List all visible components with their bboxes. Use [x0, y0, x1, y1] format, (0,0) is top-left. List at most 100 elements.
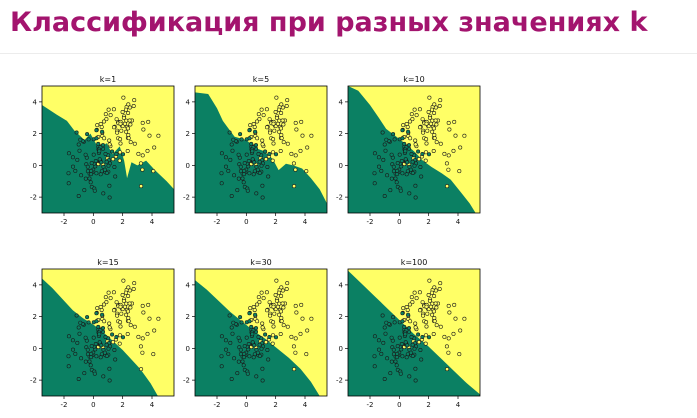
yellow-point: [433, 105, 438, 110]
yellow-point: [106, 107, 111, 112]
green-point: [273, 335, 278, 340]
yellow-point: [438, 324, 443, 329]
yellow-point: [432, 111, 437, 116]
yellow-point: [124, 312, 129, 317]
x-tick-label: 0: [397, 218, 401, 226]
yellow-point: [248, 123, 253, 128]
yellow-point: [151, 169, 156, 174]
x-tick-label: 0: [244, 218, 248, 226]
green-point: [106, 163, 111, 168]
green-point: [242, 351, 247, 356]
yellow-point: [281, 305, 286, 310]
green-point: [251, 172, 256, 177]
green-point: [409, 334, 414, 339]
green-point: [372, 181, 377, 186]
yellow-point: [272, 311, 277, 316]
yellow-point: [293, 350, 298, 355]
green-point: [256, 152, 261, 157]
yellow-point: [434, 140, 439, 145]
yellow-point: [278, 149, 283, 154]
yellow-point: [285, 98, 290, 103]
yellow-point: [446, 336, 451, 341]
green-point: [219, 364, 224, 369]
yellow-point: [300, 133, 305, 138]
x-tick-label: 0: [91, 401, 95, 409]
green-point: [94, 171, 99, 176]
green-point: [101, 326, 106, 331]
green-point: [74, 130, 79, 135]
yellow-point: [111, 157, 116, 162]
yellow-point: [434, 122, 439, 127]
yellow-point: [457, 352, 462, 357]
yellow-point: [264, 107, 269, 112]
green-point: [379, 168, 384, 173]
green-point: [89, 168, 94, 173]
green-point: [121, 335, 126, 340]
yellow-point: [293, 167, 298, 172]
green-point: [96, 324, 101, 329]
x-tick-label: 2: [120, 401, 124, 409]
yellow-point: [424, 324, 429, 329]
green-point: [229, 325, 234, 330]
green-point: [266, 174, 271, 179]
yellow-point: [103, 295, 108, 300]
yellow-point: [120, 292, 125, 297]
green-point: [232, 356, 237, 361]
yellow-point: [417, 308, 422, 313]
yellow-point: [458, 328, 463, 333]
green-point: [238, 315, 243, 320]
green-point: [87, 359, 92, 364]
yellow-point: [438, 98, 443, 103]
green-point: [240, 176, 245, 181]
yellow-point: [442, 151, 447, 156]
yellow-point: [462, 316, 467, 321]
green-point: [235, 188, 240, 193]
yellow-point: [437, 104, 442, 109]
yellow-point: [259, 107, 264, 112]
green-point: [410, 353, 415, 358]
green-point: [101, 374, 106, 379]
green-point: [66, 151, 71, 156]
green-point: [82, 371, 87, 376]
yellow-point: [139, 367, 144, 372]
green-point: [107, 195, 112, 200]
yellow-point: [414, 296, 419, 301]
yellow-point: [95, 306, 100, 311]
green-point: [381, 340, 386, 345]
yellow-point: [424, 137, 429, 142]
yellow-point: [413, 142, 418, 147]
green-point: [400, 136, 405, 141]
green-point: [391, 352, 396, 357]
yellow-point: [152, 145, 157, 150]
yellow-point: [277, 301, 282, 306]
scatter-points: [219, 95, 314, 200]
yellow-point: [285, 141, 290, 146]
green-point: [256, 334, 261, 339]
yellow-point: [423, 341, 428, 346]
yellow-point: [426, 110, 431, 115]
green-point: [85, 169, 90, 174]
green-point: [85, 347, 90, 352]
yellow-point: [252, 307, 257, 312]
axes-frame: [347, 268, 481, 397]
yellow-point: [118, 333, 123, 338]
yellow-point: [127, 118, 132, 123]
green-point: [103, 152, 108, 157]
yellow-point: [138, 344, 143, 349]
axes-frame: [41, 85, 175, 214]
yellow-point: [102, 119, 107, 124]
green-point: [397, 335, 402, 340]
scatter-points: [372, 95, 467, 200]
yellow-point: [260, 325, 265, 330]
green-point: [260, 195, 265, 200]
green-point: [92, 371, 97, 376]
green-point: [230, 148, 235, 153]
green-point: [383, 331, 388, 336]
green-point: [247, 128, 252, 133]
x-tick-label: 2: [426, 401, 430, 409]
green-point: [236, 335, 241, 340]
yellow-point: [289, 151, 294, 156]
yellow-point: [127, 105, 132, 110]
yellow-point: [432, 133, 437, 138]
yellow-point: [108, 296, 113, 301]
